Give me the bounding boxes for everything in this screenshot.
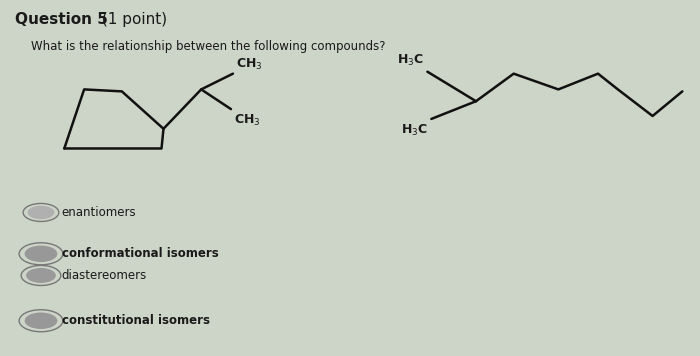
Text: constitutional isomers: constitutional isomers: [62, 314, 210, 327]
Text: What is the relationship between the following compounds?: What is the relationship between the fol…: [31, 40, 385, 53]
Text: diastereomers: diastereomers: [62, 269, 147, 282]
Circle shape: [27, 206, 55, 219]
Circle shape: [26, 268, 56, 283]
Text: H$_3$C: H$_3$C: [401, 122, 428, 137]
Text: enantiomers: enantiomers: [62, 206, 136, 219]
Text: CH$_3$: CH$_3$: [234, 112, 261, 128]
Circle shape: [25, 246, 57, 262]
Text: Question 5: Question 5: [15, 11, 108, 27]
Text: conformational isomers: conformational isomers: [62, 247, 218, 260]
Text: (1 point): (1 point): [97, 11, 167, 27]
Circle shape: [25, 313, 57, 329]
Text: H$_3$C: H$_3$C: [397, 53, 424, 68]
Text: CH$_3$: CH$_3$: [237, 57, 263, 72]
